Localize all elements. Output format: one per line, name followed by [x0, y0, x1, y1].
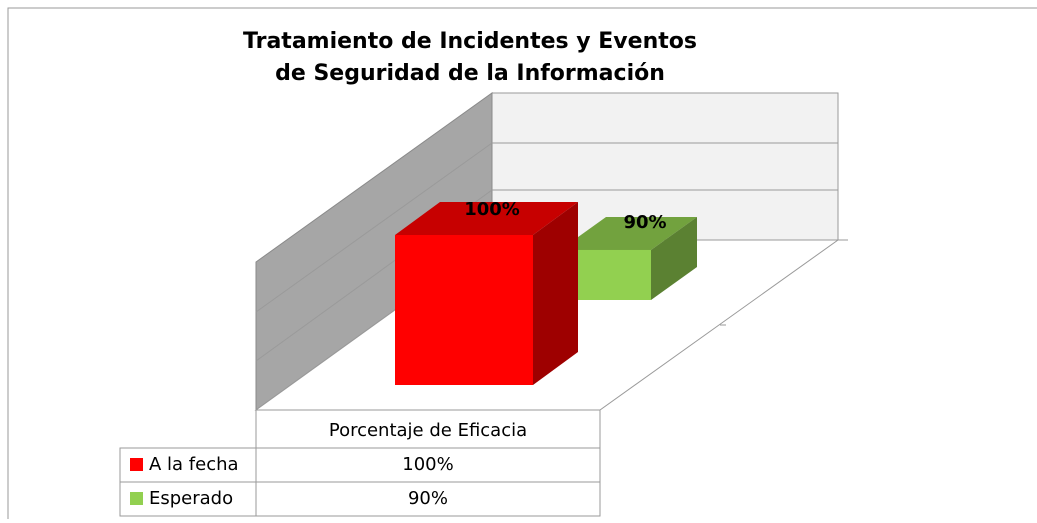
legend-swatch	[130, 458, 143, 471]
legend-label: A la fecha	[149, 454, 239, 475]
bar	[395, 235, 533, 385]
table-value: 100%	[402, 454, 453, 475]
table-value: 90%	[408, 488, 448, 509]
bar-top	[395, 202, 578, 235]
bar-side	[651, 216, 697, 300]
wall-grid	[255, 142, 848, 362]
chart-title: Tratamiento de Incidentes y Eventos	[243, 29, 697, 54]
legend-swatch	[130, 492, 143, 505]
data-label: 90%	[623, 212, 666, 233]
category-label: Porcentaje de Eficacia	[329, 420, 527, 441]
chart-title: de Seguridad de la Información	[275, 61, 665, 86]
data-table	[119, 409, 601, 517]
data-label: 100%	[464, 199, 520, 220]
legend-label: Esperado	[149, 488, 233, 509]
bar-top	[560, 216, 697, 250]
bar-side	[533, 202, 578, 385]
